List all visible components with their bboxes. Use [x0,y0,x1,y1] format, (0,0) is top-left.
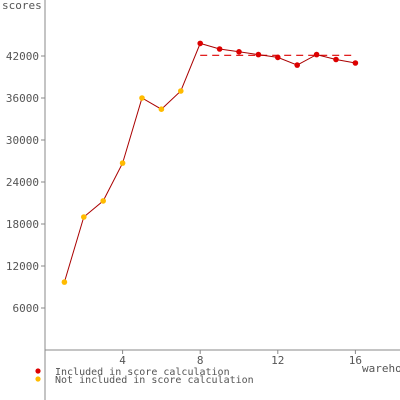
data-points [61,40,359,285]
data-point-included [313,51,320,58]
data-point-included [236,49,242,55]
series-line [63,42,356,283]
data-point-excluded [81,214,87,220]
x-axis-label: warehouses [362,362,400,375]
data-point-included [255,51,262,58]
y-tick-label: 12000 [6,260,39,273]
axes [44,0,400,400]
y-tick-label: 18000 [6,218,39,231]
legend-marker [35,376,41,382]
y-tick-label: 24000 [6,176,39,189]
data-point-included [333,56,339,63]
series-polyline [63,42,356,283]
data-point-included [216,46,223,52]
legend-label: Included in score calculation [55,367,230,378]
data-point-included [197,40,203,47]
data-point-included [275,54,281,61]
data-point-excluded [158,106,165,112]
y-tick-label: 30000 [6,134,39,147]
data-point-included [352,60,359,66]
x-tick-label: 12 [271,354,284,367]
y-tick-label: 36000 [6,92,39,105]
data-point-excluded [61,279,68,285]
x-tick-label: 8 [197,354,204,367]
x-tick-label: 4 [119,354,126,367]
data-point-excluded [178,88,184,94]
data-point-excluded [119,160,126,166]
y-tick-label: 42000 [6,50,39,63]
data-point-excluded [100,198,106,204]
legend-label: Not included in score calculation [55,375,254,386]
y-tick-label: 6000 [13,302,40,315]
legend-marker [35,368,41,374]
data-point-included [294,62,301,68]
x-tick-label: 16 [349,354,362,367]
y-axis-label: scores [2,0,42,12]
data-point-excluded [139,95,145,101]
axis-ticks: 6000 12000 18000 24000 30000 36000 42000 4 8 12 16 [6,50,362,367]
